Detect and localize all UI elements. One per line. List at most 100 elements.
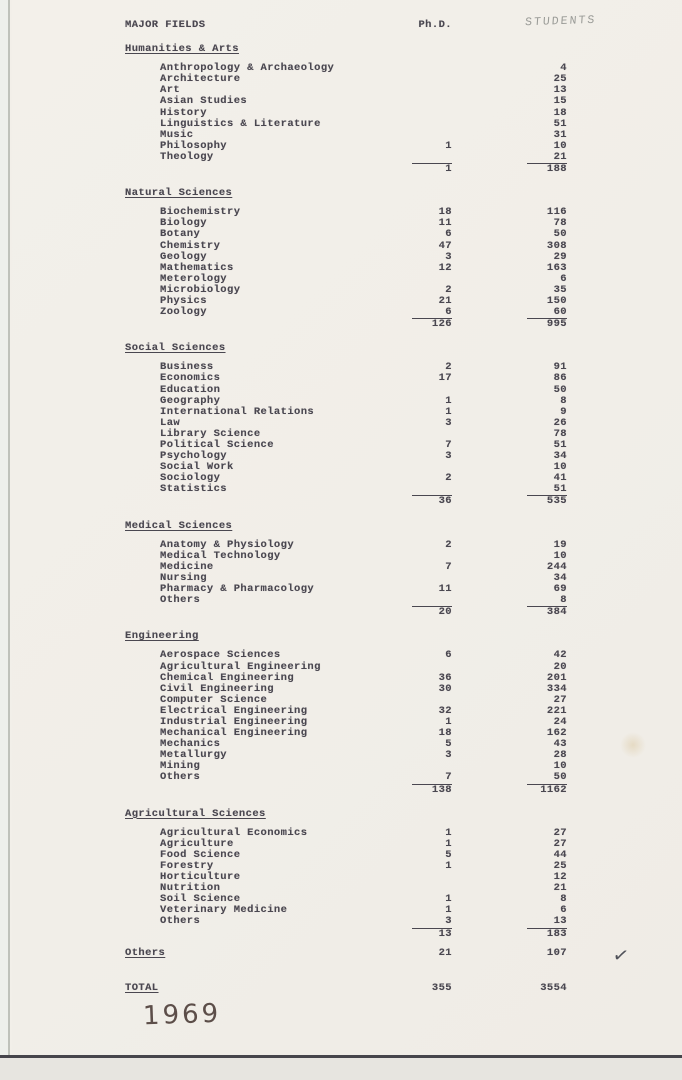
students-value: 10 [553, 549, 567, 562]
paper-stain [620, 732, 646, 758]
students-value: 26 [553, 416, 567, 429]
subtotal-spacer [125, 784, 365, 796]
subtotal-students-value: 188 [527, 163, 567, 175]
phd-value: 30 [438, 682, 452, 695]
others-phd-value: 21 [438, 946, 452, 959]
phd-value: 3 [445, 250, 452, 263]
field-label: Veterinary Medicine [160, 904, 288, 917]
phd-value: 1 [445, 837, 452, 850]
table-row: Library Science 78 [125, 427, 605, 440]
subtotal-phd-value: 1 [412, 163, 452, 175]
section-medical-sciences: Medical Sciences Anatomy & Physiology 2 19 M… [125, 519, 605, 619]
section-header-row: Social Sciences [125, 343, 605, 354]
students-value: 29 [553, 250, 567, 263]
scan-left-edge [0, 0, 10, 1080]
phd-value: 1 [445, 139, 452, 152]
subtotal-phd: 138 [365, 783, 452, 796]
table-row: Mechanical Engineering 18 162 [125, 727, 605, 740]
scan-bottom-edge-line [0, 1055, 682, 1058]
table-row: Mechanics 5 43 [125, 739, 605, 750]
field-label: Electrical Engineering [160, 704, 308, 717]
subtotal-phd-value: 36 [412, 495, 452, 507]
section-items: Anthropology & Archaeology 4 Architecture 2… [125, 63, 605, 163]
phd-value: 5 [445, 848, 452, 861]
table-row: Architecture 25 [125, 74, 605, 85]
field-sections: Humanities & Arts Anthropology & Archaeol… [125, 43, 605, 940]
table-row: Aerospace Sciences 6 42 [125, 650, 605, 661]
subtotal-spacer [125, 495, 365, 507]
table-row: Chemistry 47 308 [125, 239, 605, 252]
field-label: Architecture [160, 73, 241, 86]
students-value: 244 [546, 560, 567, 573]
subtotal-spacer [125, 163, 365, 175]
phd-value: 3 [445, 416, 452, 429]
field-label: Food Science [160, 848, 241, 861]
table-row: Veterinary Medicine 1 6 [125, 905, 605, 916]
students-value: 27 [553, 826, 567, 839]
phd-value: 1 [445, 394, 452, 407]
phd-value: 6 [445, 649, 452, 662]
phd-value: 1 [445, 405, 452, 418]
table-row: Philosophy 1 10 [125, 139, 605, 152]
field-label: Library Science [160, 427, 261, 440]
field-label: Linguistics & Literature [160, 117, 321, 130]
students-value: 21 [553, 150, 567, 163]
students-value: 18 [553, 106, 567, 119]
phd-value [365, 761, 452, 772]
students-value: 34 [553, 571, 567, 584]
paper: MAJOR FIELDS Ph.D. STUDENTS Humanities &… [12, 0, 682, 1055]
students-value: 201 [546, 671, 567, 684]
table-row: Others 7 50 [125, 772, 605, 783]
field-label: Mechanical Engineering [160, 727, 308, 740]
subtotal-row: 36 535 [125, 495, 605, 507]
subtotal-phd-value: 138 [412, 783, 452, 796]
field-label: Anthropology & Archaeology [160, 62, 335, 75]
table-row: Chemical Engineering 36 201 [125, 671, 605, 684]
students-value: 334 [546, 682, 567, 695]
total-row: TOTAL 355 3554 [125, 982, 605, 994]
section-items: Business 2 91 Economics 17 86 Education 50 Geogr… [125, 362, 605, 495]
students-value: 21 [553, 882, 567, 895]
table-row: Education 50 [125, 383, 605, 396]
field-label: Mathematics [160, 261, 234, 274]
field-label: Political Science [160, 439, 274, 451]
table-row: Nursing 34 [125, 571, 605, 584]
field-label: Biology [160, 217, 207, 230]
field-label: Others [160, 594, 201, 607]
field-label: Education [160, 383, 221, 396]
phd-value [365, 96, 452, 107]
table-row: Medical Technology 10 [125, 549, 605, 562]
phd-value: 32 [438, 704, 452, 717]
students-value: 28 [553, 749, 567, 762]
students-value: 150 [546, 294, 567, 307]
students-value: 8 [560, 893, 567, 906]
students-value: 308 [546, 239, 567, 252]
field-label: Psychology [160, 450, 228, 463]
subtotal-spacer [125, 318, 365, 330]
students-value: 116 [546, 206, 567, 219]
table-row: Art 13 [125, 85, 605, 96]
section-title: Medical Sciences [125, 519, 233, 532]
field-label: Mining [160, 760, 201, 773]
subtotal-students: 384 [452, 606, 567, 618]
table-row: Horticulture 12 [125, 871, 605, 883]
students-value: 25 [553, 860, 567, 872]
students-value: 44 [553, 848, 567, 861]
subtotal-phd: 1 [365, 163, 452, 175]
field-label: Metallurgy [160, 749, 228, 762]
subtotal-row: 20 384 [125, 606, 605, 618]
field-label: International Relations [160, 405, 315, 418]
subtotal-students-value: 183 [527, 927, 567, 940]
subtotal-students: 188 [452, 163, 567, 175]
table-row: Psychology 3 34 [125, 450, 605, 463]
table-row: Food Science 5 44 [125, 848, 605, 861]
field-label: Asian Studies [160, 95, 248, 108]
table-row: Music 31 [125, 129, 605, 141]
field-label: Agricultural Economics [160, 826, 308, 839]
field-label: Mechanics [160, 738, 221, 751]
phd-value [365, 662, 452, 673]
column-headers: MAJOR FIELDS Ph.D. STUDENTS [125, 14, 605, 31]
subtotal-phd-value: 13 [412, 927, 452, 940]
field-label: Theology [160, 150, 214, 163]
subtotal-phd-value: 126 [412, 318, 452, 330]
